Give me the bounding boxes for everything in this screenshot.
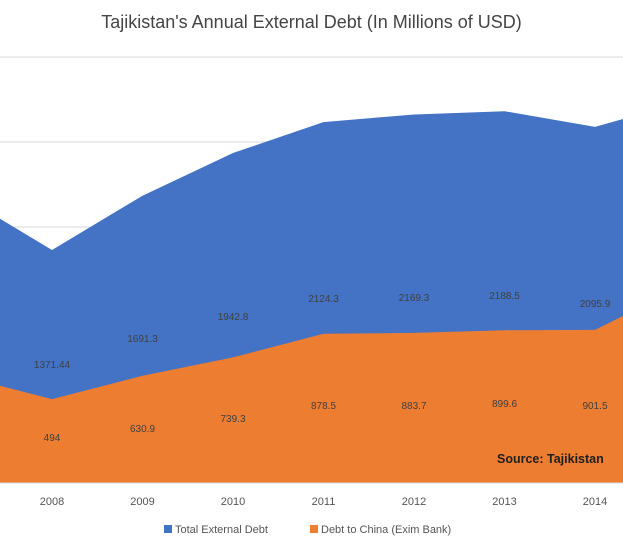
source-note: Source: Tajikistan: [497, 452, 604, 466]
china-debt-value-label: 883.7: [401, 401, 426, 412]
x-tick-label: 2009: [130, 496, 154, 508]
china-debt-value-label: 901.5: [582, 401, 607, 412]
chart-title: Tajikistan's Annual External Debt (In Mi…: [101, 12, 522, 32]
x-tick-label: 2013: [492, 496, 516, 508]
x-tick-labels: 2008 2009 2010 2011 2012 2013 2014: [40, 496, 607, 508]
x-tick-label: 2014: [583, 496, 607, 508]
legend-label: Total External Debt: [175, 524, 268, 536]
total-debt-value-label: 2188.5: [489, 291, 520, 302]
china-debt-value-label: 899.6: [492, 399, 517, 410]
legend-label: Debt to China (Exim Bank): [321, 524, 451, 536]
legend: Total External Debt Debt to China (Exim B…: [164, 524, 451, 536]
x-tick-label: 2011: [312, 496, 336, 508]
total-debt-value-label: 1942.8: [218, 312, 249, 323]
legend-swatch: [310, 525, 318, 533]
value-labels: 1371.44 1691.3 1942.8 2124.3 2169.3 2188.5 209…: [34, 291, 611, 444]
total-debt-value-label: 2124.3: [308, 294, 339, 305]
china-debt-value-label: 878.5: [311, 401, 336, 412]
total-debt-value-label: 2169.3: [399, 293, 430, 304]
china-debt-value-label: 494: [44, 433, 61, 444]
total-debt-value-label: 1371.44: [34, 360, 71, 371]
total-debt-value-label: 1691.3: [127, 334, 158, 345]
china-debt-value-label: 739.3: [220, 414, 245, 425]
x-tick-label: 2010: [221, 496, 245, 508]
legend-swatch: [164, 525, 172, 533]
china-debt-value-label: 630.9: [130, 424, 155, 435]
debt-to-china-area: [0, 316, 623, 483]
total-debt-value-label: 2095.9: [580, 299, 611, 310]
x-tick-label: 2008: [40, 496, 64, 508]
x-tick-label: 2012: [402, 496, 426, 508]
chart-areas: [0, 111, 623, 483]
